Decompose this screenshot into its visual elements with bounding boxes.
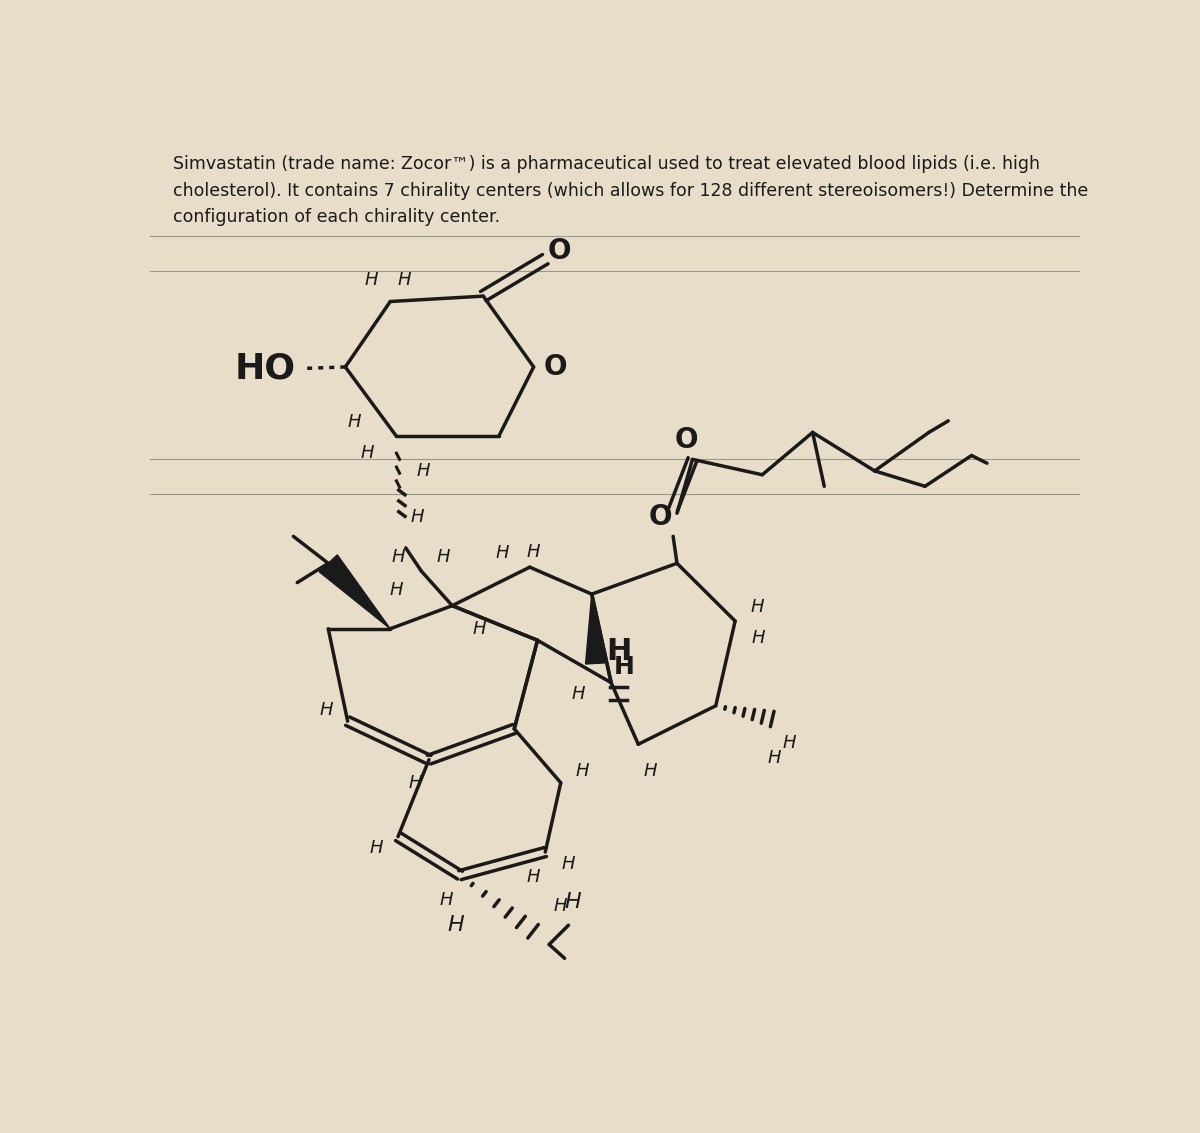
Text: H: H: [751, 629, 766, 647]
Text: H: H: [782, 734, 796, 751]
Text: H: H: [364, 271, 378, 289]
Text: H: H: [347, 414, 360, 432]
Text: H: H: [564, 892, 581, 912]
Text: H: H: [572, 685, 586, 704]
Text: H: H: [370, 840, 383, 858]
Text: H: H: [562, 854, 575, 872]
Text: H: H: [448, 915, 464, 935]
Text: H: H: [554, 897, 568, 915]
Text: H: H: [319, 700, 332, 718]
Text: H: H: [439, 891, 452, 909]
Polygon shape: [586, 594, 606, 664]
Text: H: H: [473, 620, 486, 638]
Text: H: H: [606, 638, 631, 666]
Polygon shape: [319, 555, 390, 629]
Text: HO: HO: [234, 351, 295, 385]
Text: O: O: [544, 353, 568, 381]
Text: H: H: [496, 544, 509, 562]
Text: H: H: [437, 548, 450, 566]
Text: H: H: [527, 543, 540, 561]
Text: H: H: [767, 749, 781, 767]
Text: H: H: [390, 581, 403, 599]
Text: O: O: [547, 238, 571, 265]
Text: H: H: [408, 774, 422, 792]
Text: O: O: [674, 426, 698, 454]
Text: H: H: [391, 548, 404, 566]
Text: H: H: [643, 763, 656, 781]
Text: H: H: [576, 763, 589, 781]
Text: H: H: [397, 271, 410, 289]
Text: H: H: [410, 508, 424, 526]
Text: Simvastatin (trade name: Zocor™) is a pharmaceutical used to treat elevated bloo: Simvastatin (trade name: Zocor™) is a ph…: [173, 155, 1088, 225]
Text: H: H: [416, 462, 430, 480]
Text: H: H: [527, 868, 540, 886]
Text: H: H: [750, 598, 763, 616]
Text: H: H: [614, 655, 635, 680]
Text: H: H: [360, 444, 373, 462]
Text: O: O: [648, 503, 672, 531]
